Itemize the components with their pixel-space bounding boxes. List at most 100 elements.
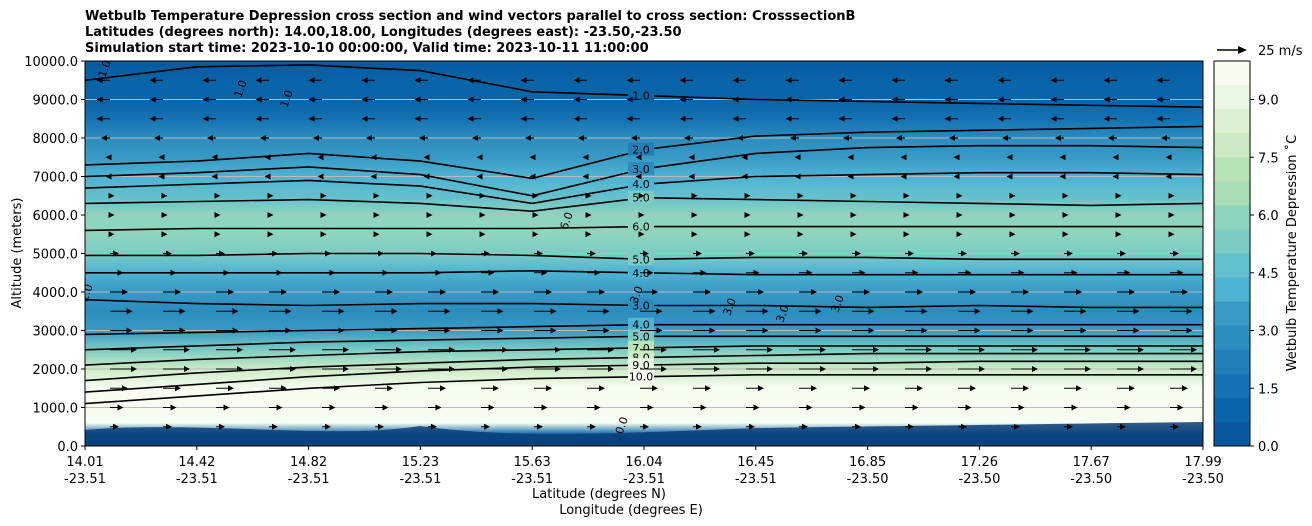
wind-arrowhead (603, 327, 610, 334)
x-axis-label-lon: Longitude (degrees E) (559, 503, 703, 518)
wind-arrowhead (709, 308, 716, 315)
wind-arrowhead (926, 366, 932, 372)
wind-arrowhead (843, 135, 849, 141)
wind-arrowhead (426, 212, 433, 218)
wind-arrowhead (373, 192, 380, 199)
wind-arrowhead (679, 96, 686, 103)
wind-arrowhead (113, 250, 119, 257)
wind-arrowhead (555, 346, 561, 353)
wind-arrowhead (573, 115, 580, 122)
wind-arrowhead (679, 115, 686, 122)
wind-arrowhead (661, 346, 667, 353)
wind-arrowhead (1023, 289, 1029, 295)
wind-arrowhead (382, 269, 389, 276)
wind-arrowhead (585, 212, 592, 218)
wind-arrowhead (255, 96, 262, 103)
wind-arrowhead (900, 173, 907, 180)
title-line-1: Wetbulb Temperature Depression cross sec… (85, 9, 856, 24)
wind-arrowhead (1133, 308, 1140, 315)
wind-arrowhead (838, 77, 845, 84)
wind-arrowhead (520, 77, 527, 84)
wind-arrowhead (864, 289, 870, 295)
x-tick-label-lon: -23.51 (176, 472, 218, 487)
contour-label: 1.0 (232, 78, 250, 99)
wind-arrowhead (797, 192, 804, 199)
wind-arrowhead (1120, 423, 1126, 430)
y-tick-label: 10000.0 (24, 55, 78, 70)
wind-arrowhead (811, 385, 817, 392)
wind-arrowhead (599, 385, 605, 392)
wind-arrowhead (585, 192, 592, 199)
x-tick-label-lon: -23.51 (64, 472, 106, 487)
wind-arrowhead (440, 289, 446, 295)
y-tick-label: 3000.0 (33, 325, 79, 340)
wind-arrowhead (179, 327, 186, 334)
wind-arrowhead (1138, 366, 1144, 372)
wind-arrowhead (891, 96, 898, 103)
wind-arrowhead (903, 192, 910, 199)
wind-arrowhead (529, 154, 536, 161)
wind-arrowhead (476, 154, 483, 161)
contour-label-bg (628, 358, 654, 372)
wind-arrowhead (679, 77, 686, 84)
wind-arrowhead (502, 366, 508, 372)
x-tick-label-lon: -23.51 (735, 472, 777, 487)
wind-arrowhead (806, 404, 813, 411)
wind-arrowhead (896, 135, 902, 141)
wind-arrowhead (382, 404, 389, 411)
wind-arrowhead (467, 115, 474, 122)
wind-arrowhead (979, 366, 985, 372)
wind-arrowhead (582, 173, 589, 180)
wind-arrowhead (391, 308, 398, 315)
wind-arrowhead (472, 135, 478, 141)
wind-arrowhead (917, 385, 923, 392)
wind-arrowhead (691, 192, 698, 199)
wind-arrowhead (732, 77, 739, 84)
wind-arrowhead (647, 404, 654, 411)
contour-label-bg (628, 177, 654, 191)
wind-arrowhead (1018, 404, 1025, 411)
colorbar-label: Wetbulb Temperature Depression ˚C (1284, 135, 1300, 372)
wind-arrowhead (361, 77, 368, 84)
wind-arrowhead (1108, 135, 1114, 141)
wind-arrowhead (1062, 212, 1069, 218)
wind-arrowhead (105, 173, 112, 180)
wind-arrowhead (590, 250, 596, 257)
wind-arrowhead (1168, 231, 1175, 238)
contour-lines: 1.02.03.04.05.06.05.04.03.04.05.07.08.09… (85, 61, 1203, 446)
wind-arrowhead (1085, 366, 1091, 372)
wind-arrowhead (696, 423, 702, 430)
wind-arrowhead (96, 77, 103, 84)
contour-label: 3.0 (632, 299, 650, 312)
wind-arrowhead (219, 423, 225, 430)
wind-arrowhead (290, 366, 296, 372)
wind-arrowhead (237, 346, 243, 353)
colorbar-tick-label: 3.0 (1258, 325, 1279, 340)
wind-arrowhead (1071, 404, 1078, 411)
wind-arrowhead (537, 423, 543, 430)
wind-arrowhead (1177, 269, 1184, 276)
wind-arrowhead (414, 77, 421, 84)
wind-arrowhead (961, 423, 967, 430)
y-axis-label: Altitude (meters) (10, 198, 25, 309)
wind-arrowhead (790, 135, 796, 141)
wind-arrowhead (219, 250, 225, 257)
wind-arrowhead (370, 154, 377, 161)
wind-arrowhead (370, 173, 377, 180)
wind-arrowhead (638, 212, 645, 218)
x-tick-label-lat: 14.42 (178, 455, 215, 470)
wind-arrowhead (467, 77, 474, 84)
wind-arrowhead (166, 250, 172, 257)
wind-arrowhead (272, 250, 278, 257)
wind-arrowhead (126, 327, 133, 334)
wind-arrowhead (267, 212, 274, 218)
wind-arrowhead (308, 77, 315, 84)
y-tick-label: 8000.0 (33, 132, 79, 147)
colorbar-tick-label: 9.0 (1258, 94, 1279, 109)
contour-label: 10.0 (629, 371, 654, 384)
wind-arrowhead (749, 250, 755, 257)
wind-arrowhead (272, 423, 278, 430)
wind-arrowhead (732, 96, 739, 103)
wind-arrowhead (974, 327, 981, 334)
wind-arrowhead (647, 269, 654, 276)
